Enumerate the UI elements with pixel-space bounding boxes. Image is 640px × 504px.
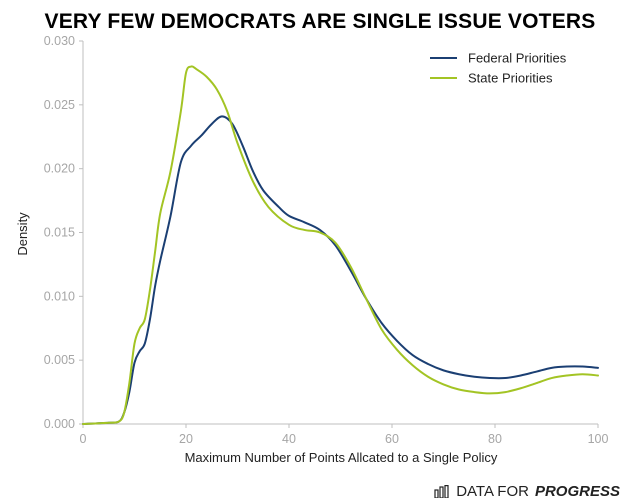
x-tick-label: 0 [80, 432, 87, 446]
y-tick-label: 0.025 [44, 98, 75, 112]
x-axis-label: Maximum Number of Points Allcated to a S… [185, 450, 498, 465]
legend: Federal Priorities State Priorities [430, 51, 567, 86]
brand-logo: DATA FOR PROGRESS [434, 483, 620, 500]
x-tick-label: 40 [282, 432, 296, 446]
y-axis-label: Density [15, 212, 30, 256]
brand-text-bold: PROGRESS [534, 483, 620, 500]
x-tick-label: 60 [385, 432, 399, 446]
series-line-state [82, 65, 599, 425]
y-tick-label: 0.000 [44, 417, 75, 431]
y-tick-label: 0.030 [44, 34, 75, 48]
y-tick-label: 0.005 [44, 353, 75, 367]
legend-label: State Priorities [468, 71, 553, 86]
series-line-federal [82, 115, 599, 425]
y-tick-label: 0.010 [44, 289, 75, 303]
legend-label: Federal Priorities [468, 51, 567, 66]
brand-text: DATA FOR [456, 483, 529, 500]
axes: 0.000 0.005 0.010 0.015 0.020 0.025 0.030 0 20 40… [44, 34, 609, 446]
x-tick-label: 100 [588, 432, 609, 446]
series-lines [82, 65, 599, 425]
x-tick-label: 20 [179, 432, 193, 446]
y-tick-label: 0.015 [44, 226, 75, 240]
x-tick-label: 80 [488, 432, 502, 446]
bar-chart-icon [434, 485, 449, 498]
y-tick-label: 0.020 [44, 162, 75, 176]
chart-title: VERY FEW DEMOCRATS ARE SINGLE ISSUE VOTE… [44, 10, 596, 33]
